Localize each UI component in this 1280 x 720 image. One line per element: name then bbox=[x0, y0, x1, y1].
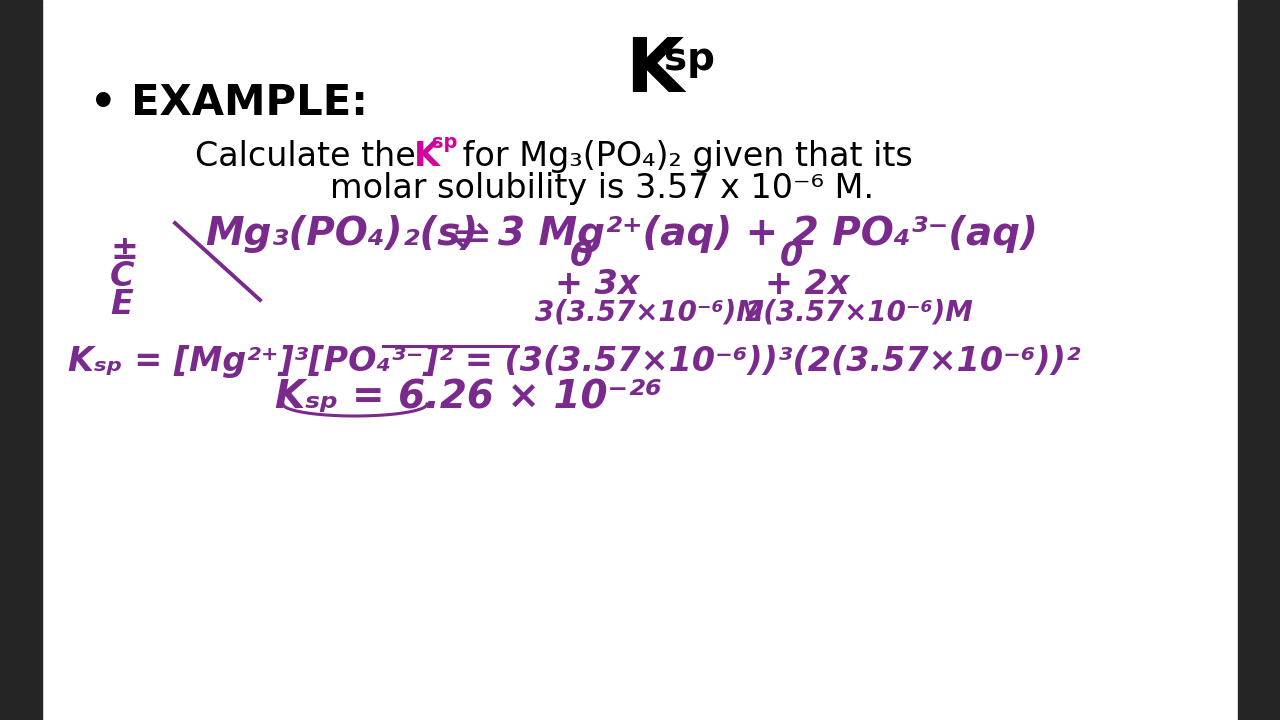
Text: 0: 0 bbox=[570, 240, 593, 273]
Text: sp: sp bbox=[664, 40, 716, 78]
Text: K: K bbox=[625, 35, 684, 108]
Text: molar solubility is 3.57 x 10⁻⁶ M.: molar solubility is 3.57 x 10⁻⁶ M. bbox=[330, 172, 874, 205]
Text: • EXAMPLE:: • EXAMPLE: bbox=[90, 82, 367, 124]
Text: ⇌: ⇌ bbox=[453, 215, 490, 258]
Bar bbox=[0, 0, 42, 720]
Bar bbox=[1238, 0, 1280, 720]
Text: Kₛₚ = 6.26 × 10⁻²⁶: Kₛₚ = 6.26 × 10⁻²⁶ bbox=[275, 378, 662, 416]
Text: 3(3.57×10⁻⁶)M: 3(3.57×10⁻⁶)M bbox=[535, 298, 764, 326]
Text: 0: 0 bbox=[780, 240, 804, 273]
Text: Mg₃(PO₄)₂(s): Mg₃(PO₄)₂(s) bbox=[205, 215, 479, 253]
Text: for Mg₃(PO₄)₂ given that its: for Mg₃(PO₄)₂ given that its bbox=[452, 140, 913, 173]
Text: E: E bbox=[110, 288, 133, 321]
Text: 2(3.57×10⁻⁶)M: 2(3.57×10⁻⁶)M bbox=[745, 298, 974, 326]
Text: Calculate the: Calculate the bbox=[195, 140, 426, 173]
Text: ±: ± bbox=[110, 233, 138, 266]
Text: + 2x: + 2x bbox=[765, 268, 850, 301]
Text: K: K bbox=[413, 140, 440, 173]
Text: Kₛₚ = [Mg²⁺]³[PO₄³⁻]² = (3(3.57×10⁻⁶))³(2(3.57×10⁻⁶))²: Kₛₚ = [Mg²⁺]³[PO₄³⁻]² = (3(3.57×10⁻⁶))³(… bbox=[68, 345, 1080, 378]
Text: C: C bbox=[110, 260, 134, 293]
Text: + 3x: + 3x bbox=[556, 268, 640, 301]
Text: sp: sp bbox=[433, 133, 457, 152]
Text: 3 Mg²⁺(aq) + 2 PO₄³⁻(aq): 3 Mg²⁺(aq) + 2 PO₄³⁻(aq) bbox=[498, 215, 1038, 253]
